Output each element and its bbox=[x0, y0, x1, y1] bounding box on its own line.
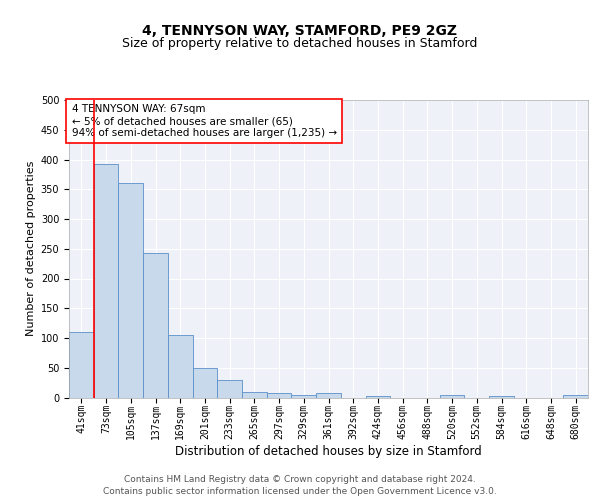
Text: 4 TENNYSON WAY: 67sqm
← 5% of detached houses are smaller (65)
94% of semi-detac: 4 TENNYSON WAY: 67sqm ← 5% of detached h… bbox=[71, 104, 337, 138]
Bar bbox=[69, 332, 94, 398]
Text: 4, TENNYSON WAY, STAMFORD, PE9 2GZ: 4, TENNYSON WAY, STAMFORD, PE9 2GZ bbox=[143, 24, 458, 38]
Bar bbox=[489, 396, 514, 398]
Bar bbox=[143, 253, 168, 398]
Bar bbox=[440, 395, 464, 398]
Y-axis label: Number of detached properties: Number of detached properties bbox=[26, 161, 37, 336]
Text: Contains HM Land Registry data © Crown copyright and database right 2024.
Contai: Contains HM Land Registry data © Crown c… bbox=[103, 475, 497, 496]
Bar bbox=[563, 395, 588, 398]
Bar bbox=[118, 184, 143, 398]
Bar bbox=[217, 380, 242, 398]
Bar bbox=[316, 394, 341, 398]
Bar bbox=[267, 394, 292, 398]
Bar bbox=[242, 392, 267, 398]
Bar bbox=[365, 396, 390, 398]
Bar bbox=[94, 164, 118, 398]
X-axis label: Distribution of detached houses by size in Stamford: Distribution of detached houses by size … bbox=[175, 444, 482, 458]
Bar bbox=[292, 394, 316, 398]
Text: Size of property relative to detached houses in Stamford: Size of property relative to detached ho… bbox=[122, 37, 478, 50]
Bar bbox=[168, 335, 193, 398]
Bar bbox=[193, 368, 217, 398]
